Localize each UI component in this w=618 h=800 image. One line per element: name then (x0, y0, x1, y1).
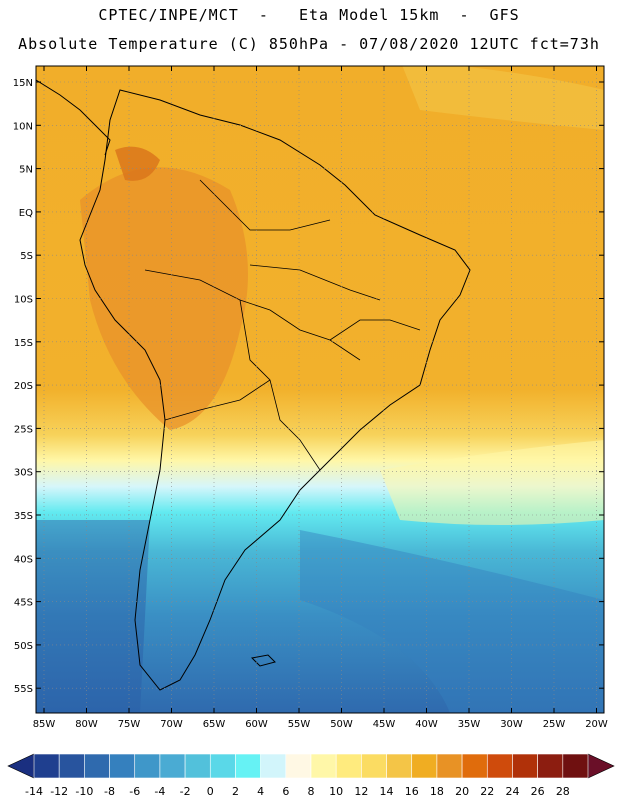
falklands-outline (250, 654, 276, 667)
colorbar-label: 18 (430, 785, 444, 798)
latitude-label: 30S (14, 468, 33, 479)
colorbar-label: -2 (180, 785, 191, 798)
colorbar-swatch (184, 753, 211, 779)
map-plot-area (36, 66, 604, 713)
latitude-label: 50S (14, 641, 33, 652)
central-america-outline (36, 79, 111, 156)
latitude-label: 45S (14, 598, 33, 609)
latitude-label: 15N (13, 78, 33, 89)
latitude-label: 5S (20, 251, 33, 262)
colorbar-label: -4 (154, 785, 165, 798)
map-title-line-2: Absolute Temperature (C) 850hPa - 07/08/… (18, 35, 600, 53)
map-title-line-1: CPTEC/INPE/MCT - Eta Model 15km - GFS (98, 6, 520, 24)
continent-outline (79, 89, 471, 691)
longitude-label: 70W (160, 719, 183, 730)
longitude-label: 85W (33, 719, 56, 730)
colorbar-under-arrow (7, 753, 35, 779)
longitude-label: 65W (203, 719, 226, 730)
colorbar-swatch (159, 753, 186, 779)
colorbar-label: 8 (308, 785, 315, 798)
hot-region-north (115, 146, 160, 181)
colorbar-swatch (33, 753, 60, 779)
colorbar-label: 26 (531, 785, 545, 798)
colorbar-label: 0 (207, 785, 214, 798)
country-border (164, 379, 271, 421)
longitude-axis: 85W 80W 75W 70W 65W 60W 55W 50W 45W 40W 35W 30W 25W 2… (33, 66, 608, 730)
colorbar-label: 20 (455, 785, 469, 798)
cool-region-south-atlantic (300, 530, 604, 713)
colorbar-over-arrow (587, 753, 615, 779)
colorbar-label: -8 (104, 785, 115, 798)
colorbar-label: 12 (354, 785, 368, 798)
country-border (199, 179, 331, 231)
longitude-label: 75W (118, 719, 141, 730)
latitude-label: 25S (14, 424, 33, 435)
colorbar-label: -10 (75, 785, 93, 798)
longitude-label: 40W (415, 719, 438, 730)
longitude-label: 35W (458, 719, 481, 730)
colorbar-swatch (486, 753, 513, 779)
latitude-label: 55S (14, 684, 33, 695)
colorbar-swatch (260, 753, 287, 779)
mild-band-atlantic (380, 440, 604, 525)
colorbar-label: 6 (282, 785, 289, 798)
state-border (249, 264, 381, 301)
longitude-label: 55W (288, 719, 311, 730)
colorbar-swatch (134, 753, 161, 779)
colorbar-label: -14 (25, 785, 43, 798)
latitude-label: 10S (14, 295, 33, 306)
colorbar-swatch (461, 753, 488, 779)
colorbar-swatch (512, 753, 538, 779)
longitude-label: 20W (585, 719, 608, 730)
colorbar-label: 4 (257, 785, 264, 798)
longitude-label: 60W (245, 719, 268, 730)
latitude-label: 35S (14, 511, 33, 522)
longitude-label: 80W (75, 719, 98, 730)
latitude-axis: 15N 10N 5N EQ 5S 10S 15S 20S 25S 30S 35S 40S 45S 50S 5… (13, 78, 604, 695)
colorbar-swatch (386, 753, 413, 779)
colorbar-swatch (537, 753, 564, 779)
colorbar-label: 2 (232, 785, 239, 798)
latitude-label: 40S (14, 554, 33, 565)
colorbar-label: 24 (505, 785, 519, 798)
colorbar-swatch (84, 753, 110, 779)
map-frame (35, 65, 605, 714)
colorbar-swatch (285, 753, 312, 779)
colorbar-swatch (209, 753, 236, 779)
state-border (329, 319, 421, 341)
colorbar-swatch (436, 753, 463, 779)
colorbar-label: 10 (329, 785, 343, 798)
longitude-label: 45W (373, 719, 396, 730)
lat-lon-grid (36, 66, 604, 713)
colorbar-swatch (411, 753, 438, 779)
colorbar-swatch (361, 753, 387, 779)
temperature-colorbar: -14 -12 -10 -8 -6 -4 -2 0 2 4 6 8 10 12 14 16 18 20 22 24 26… (7, 753, 615, 798)
colorbar-label: -6 (129, 785, 140, 798)
longitude-label: 50W (330, 719, 353, 730)
colorbar-swatch (58, 753, 85, 779)
colorbar-label: 14 (380, 785, 394, 798)
latitude-label: EQ (19, 208, 33, 219)
cool-region-south-pacific (36, 520, 150, 713)
colorbar-label: 16 (405, 785, 419, 798)
colorbar-label: -12 (50, 785, 68, 798)
colorbar-swatch (562, 753, 589, 779)
country-border (239, 299, 321, 471)
colorbar-swatch (310, 753, 337, 779)
longitude-label: 30W (500, 719, 523, 730)
colorbar-swatch (109, 753, 136, 779)
longitude-label: 25W (543, 719, 566, 730)
colorbar-swatch (235, 753, 261, 779)
latitude-label: 5N (19, 165, 33, 176)
latitude-label: 20S (14, 381, 33, 392)
latitude-label: 15S (14, 338, 33, 349)
latitude-label: 10N (13, 121, 33, 132)
colorbar-label: 22 (480, 785, 494, 798)
colorbar-label: 28 (556, 785, 570, 798)
colorbar-swatch (335, 753, 362, 779)
